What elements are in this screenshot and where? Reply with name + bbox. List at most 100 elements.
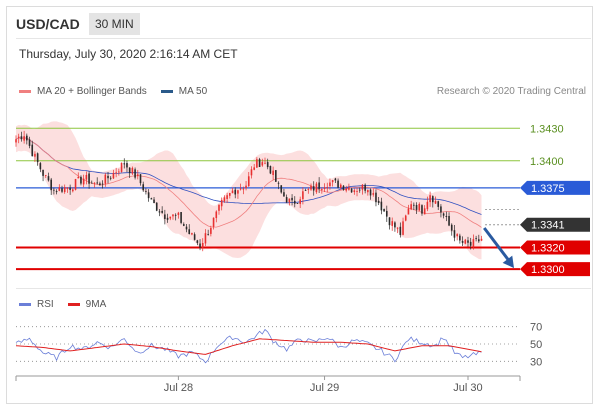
candle-body-52 (155, 202, 158, 211)
candle-body-42 (128, 167, 131, 174)
header-divider (16, 38, 591, 39)
candle-body-21 (72, 189, 74, 192)
candle-body-103 (293, 200, 296, 204)
candle-body-95 (272, 170, 274, 176)
candle-body-4 (26, 135, 28, 141)
candle-body-43 (131, 167, 134, 174)
candle-body-131 (369, 189, 372, 196)
candle-body-125 (353, 190, 356, 193)
candle-body-1 (17, 136, 20, 138)
candle-body-79 (229, 193, 231, 196)
rsi-legend: RSI 9MA (19, 299, 120, 310)
candle-body-99 (283, 192, 285, 197)
candle-body-112 (318, 182, 320, 189)
candle-body-170 (475, 238, 477, 239)
candle-body-16 (58, 187, 61, 191)
candle-body-66 (193, 234, 196, 240)
level-label-0: 1.3430 (530, 123, 564, 135)
candle-body-138 (388, 217, 391, 226)
ma20-swatch-icon (19, 90, 31, 93)
candle-body-136 (383, 208, 385, 212)
candle-body-116 (329, 182, 331, 187)
candle-body-167 (467, 240, 469, 243)
candle-body-149 (418, 203, 421, 211)
candle-body-106 (302, 191, 304, 200)
x-tick-label-0: Jul 28 (164, 382, 193, 394)
research-credit: Research © 2020 Trading Central (436, 86, 586, 97)
candle-body-3 (23, 136, 25, 141)
candle-body-152 (426, 201, 429, 210)
candle-body-85 (245, 185, 247, 189)
candle-body-158 (442, 213, 445, 216)
candle-body-59 (174, 214, 177, 216)
candle-body-110 (312, 186, 315, 191)
candle-body-139 (391, 221, 394, 226)
candle-body-65 (191, 233, 193, 235)
candle-body-31 (99, 183, 101, 186)
candle-body-78 (226, 195, 228, 199)
candle-body-115 (326, 187, 329, 189)
candle-body-17 (61, 188, 63, 192)
rsi-series-rsi (15, 328, 482, 364)
ma20-line (15, 137, 482, 228)
candle-body-25 (82, 178, 85, 185)
candle-body-147 (413, 204, 415, 206)
candle-body-0 (15, 139, 17, 143)
candle-body-88 (253, 167, 255, 170)
candle-body-122 (345, 188, 347, 191)
candle-body-169 (472, 239, 475, 247)
timeframe-button[interactable]: 30 MIN (89, 13, 140, 35)
panel-divider (16, 288, 591, 289)
candle-body-18 (63, 187, 66, 193)
candle-body-40 (123, 163, 126, 165)
candle-body-32 (101, 183, 104, 185)
candle-body-34 (107, 175, 109, 179)
candle-body-69 (201, 243, 204, 248)
chart-widget: USD/CAD 30 MIN Thursday, July 30, 2020 2… (6, 6, 593, 404)
candle-body-74 (215, 211, 218, 219)
candle-body-84 (242, 188, 245, 190)
candle-body-166 (464, 239, 467, 244)
candle-body-162 (453, 230, 456, 238)
candle-body-39 (120, 162, 123, 172)
candle-body-76 (220, 199, 223, 207)
rsi-series-9ma (15, 338, 482, 355)
forecast-arrow-shaft (483, 227, 512, 263)
candle-body-118 (334, 178, 337, 181)
candle-body-24 (80, 176, 82, 184)
candle-body-6 (31, 144, 34, 157)
legend-item-9ma: 9MA (67, 299, 107, 310)
candle-body-127 (358, 189, 361, 191)
candle-body-20 (69, 187, 71, 190)
candle-body-150 (421, 205, 423, 214)
candle-body-159 (445, 215, 448, 217)
candle-body-56 (166, 217, 169, 220)
candle-body-83 (239, 188, 242, 190)
candle-body-145 (407, 208, 410, 215)
rsi-tick-label-30: 30 (530, 356, 542, 368)
chart-datetime: Thursday, July 30, 2020 2:16:14 AM CET (19, 47, 238, 61)
candle-body-7 (34, 153, 36, 157)
candle-body-68 (199, 243, 201, 248)
candle-body-35 (109, 177, 112, 179)
rsi-swatch-icon (19, 303, 31, 306)
candle-body-129 (364, 184, 366, 191)
candle-body-38 (118, 171, 120, 173)
candle-body-161 (450, 224, 453, 231)
candle-body-94 (269, 166, 272, 174)
candle-body-114 (323, 187, 326, 189)
legend-label-ma20: MA 20 + Bollinger Bands (37, 86, 147, 97)
candle-body-55 (164, 214, 166, 219)
candle-body-135 (380, 201, 383, 211)
candle-body-73 (212, 217, 215, 227)
legend-label-9ma: 9MA (85, 299, 107, 310)
level-label-4: 1.3320 (531, 242, 565, 254)
legend-item-ma50: MA 50 (160, 86, 207, 97)
candle-body-146 (410, 204, 412, 210)
candle-body-160 (448, 216, 450, 226)
candle-body-49 (147, 192, 150, 199)
candle-body-157 (440, 206, 442, 213)
candle-body-90 (258, 159, 261, 168)
candle-body-12 (47, 176, 50, 181)
support-tag-5 (520, 262, 590, 277)
